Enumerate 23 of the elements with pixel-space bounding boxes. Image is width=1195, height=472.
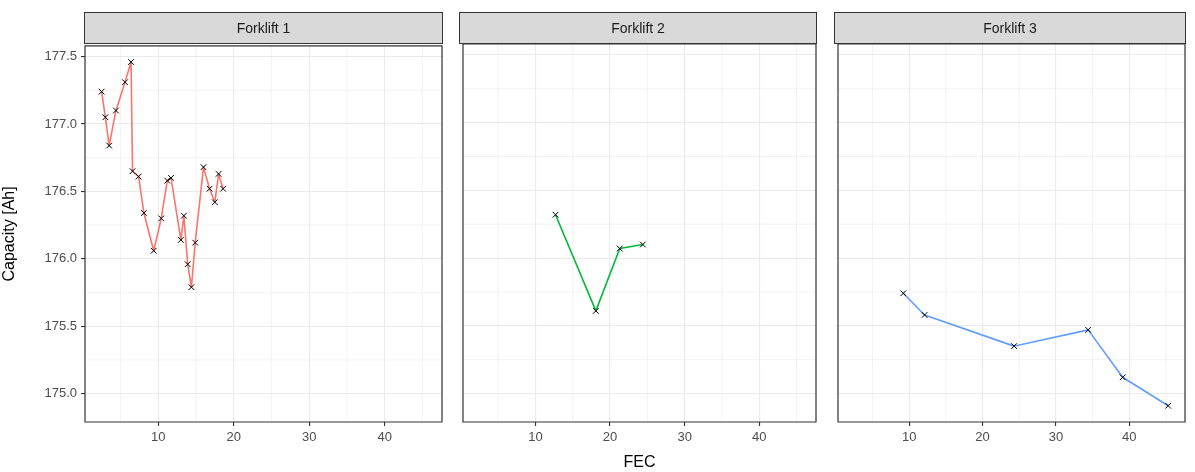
x-tick-label: 20 xyxy=(975,429,990,445)
x-tick-label: 30 xyxy=(1048,429,1064,445)
x-tick-label: 10 xyxy=(150,429,166,445)
x-tick-label: 10 xyxy=(528,429,543,445)
x-tick-label: 40 xyxy=(1122,429,1137,445)
chart-title: Forklift 3 xyxy=(834,12,1186,44)
y-tick-label: 176.0 xyxy=(44,250,77,266)
y-tick-label: 176.5 xyxy=(44,183,77,198)
chart-title: Forklift 2 xyxy=(459,12,817,44)
chart-title: Forklift 1 xyxy=(84,12,443,44)
y-tick-label: 175.5 xyxy=(44,317,77,333)
x-tick-label: 40 xyxy=(752,429,767,445)
x-tick-label: 20 xyxy=(602,429,618,445)
y-tick-label: 177.5 xyxy=(44,48,77,64)
y-axis-title: Capacity [Ah] xyxy=(0,186,18,282)
y-tick-label: 175.0 xyxy=(44,385,77,401)
x-tick-label: 30 xyxy=(677,429,692,445)
y-tick-label: 177.0 xyxy=(44,115,77,131)
x-tick-label: 30 xyxy=(301,429,317,445)
x-tick-label: 20 xyxy=(226,429,241,445)
x-axis-title: FEC xyxy=(623,452,656,470)
x-tick-label: 40 xyxy=(377,429,392,445)
x-tick-label: 10 xyxy=(901,429,917,445)
